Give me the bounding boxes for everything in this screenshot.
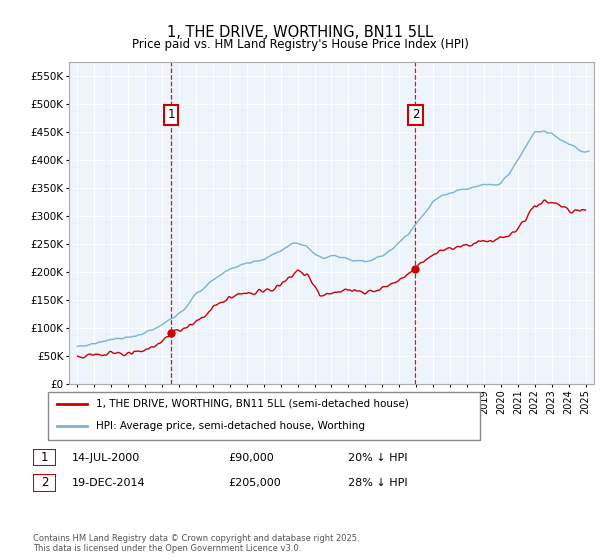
Text: £205,000: £205,000 [228,478,281,488]
Text: 19-DEC-2014: 19-DEC-2014 [72,478,146,488]
FancyBboxPatch shape [33,449,56,466]
Text: 1, THE DRIVE, WORTHING, BN11 5LL: 1, THE DRIVE, WORTHING, BN11 5LL [167,25,433,40]
Text: 20% ↓ HPI: 20% ↓ HPI [348,452,407,463]
Text: Contains HM Land Registry data © Crown copyright and database right 2025.
This d: Contains HM Land Registry data © Crown c… [33,534,359,553]
FancyBboxPatch shape [48,392,480,440]
Text: 1: 1 [167,108,175,121]
Text: 14-JUL-2000: 14-JUL-2000 [72,452,140,463]
Text: 1, THE DRIVE, WORTHING, BN11 5LL (semi-detached house): 1, THE DRIVE, WORTHING, BN11 5LL (semi-d… [95,399,409,409]
Text: 2: 2 [41,476,48,489]
Text: 1: 1 [41,451,48,464]
Text: 2: 2 [412,108,419,121]
Text: HPI: Average price, semi-detached house, Worthing: HPI: Average price, semi-detached house,… [95,421,365,431]
Text: Price paid vs. HM Land Registry's House Price Index (HPI): Price paid vs. HM Land Registry's House … [131,38,469,51]
Text: 28% ↓ HPI: 28% ↓ HPI [348,478,407,488]
Text: £90,000: £90,000 [228,452,274,463]
FancyBboxPatch shape [33,474,56,492]
